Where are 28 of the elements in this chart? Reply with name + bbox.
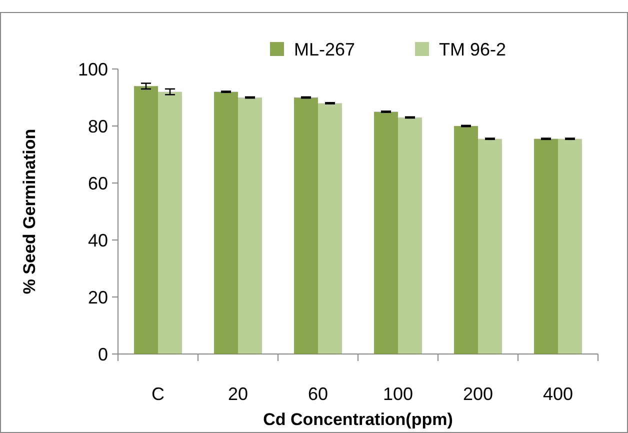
bar xyxy=(158,92,182,354)
bar xyxy=(134,86,158,354)
y-tick-label: 20 xyxy=(88,287,108,308)
bar xyxy=(398,117,422,354)
x-tick-label: 400 xyxy=(542,384,574,404)
bar xyxy=(478,138,502,354)
y-axis-title: % Seed Germination xyxy=(20,128,39,294)
y-tick-label: 40 xyxy=(88,230,108,250)
bar xyxy=(238,98,262,354)
bar xyxy=(294,98,318,354)
x-tick-label: 20 xyxy=(228,384,248,404)
bar xyxy=(318,103,342,354)
bar xyxy=(214,92,238,354)
legend-label: TM 96-2 xyxy=(439,39,506,60)
bar xyxy=(374,112,398,354)
y-tick-label: 0 xyxy=(98,344,108,364)
legend-label: ML-267 xyxy=(294,39,356,60)
y-tick-label: 100 xyxy=(78,59,108,80)
x-axis-title: Cd Concentration(ppm) xyxy=(263,410,453,429)
bar xyxy=(454,126,478,354)
x-tick-label: 200 xyxy=(462,384,494,404)
x-tick-label: C xyxy=(152,384,164,404)
bar xyxy=(558,138,582,354)
x-tick-label: 60 xyxy=(308,384,328,404)
y-tick-label: 60 xyxy=(88,173,108,194)
x-tick-label: 100 xyxy=(382,384,414,404)
y-tick-label: 80 xyxy=(88,116,108,136)
bar xyxy=(534,138,558,354)
